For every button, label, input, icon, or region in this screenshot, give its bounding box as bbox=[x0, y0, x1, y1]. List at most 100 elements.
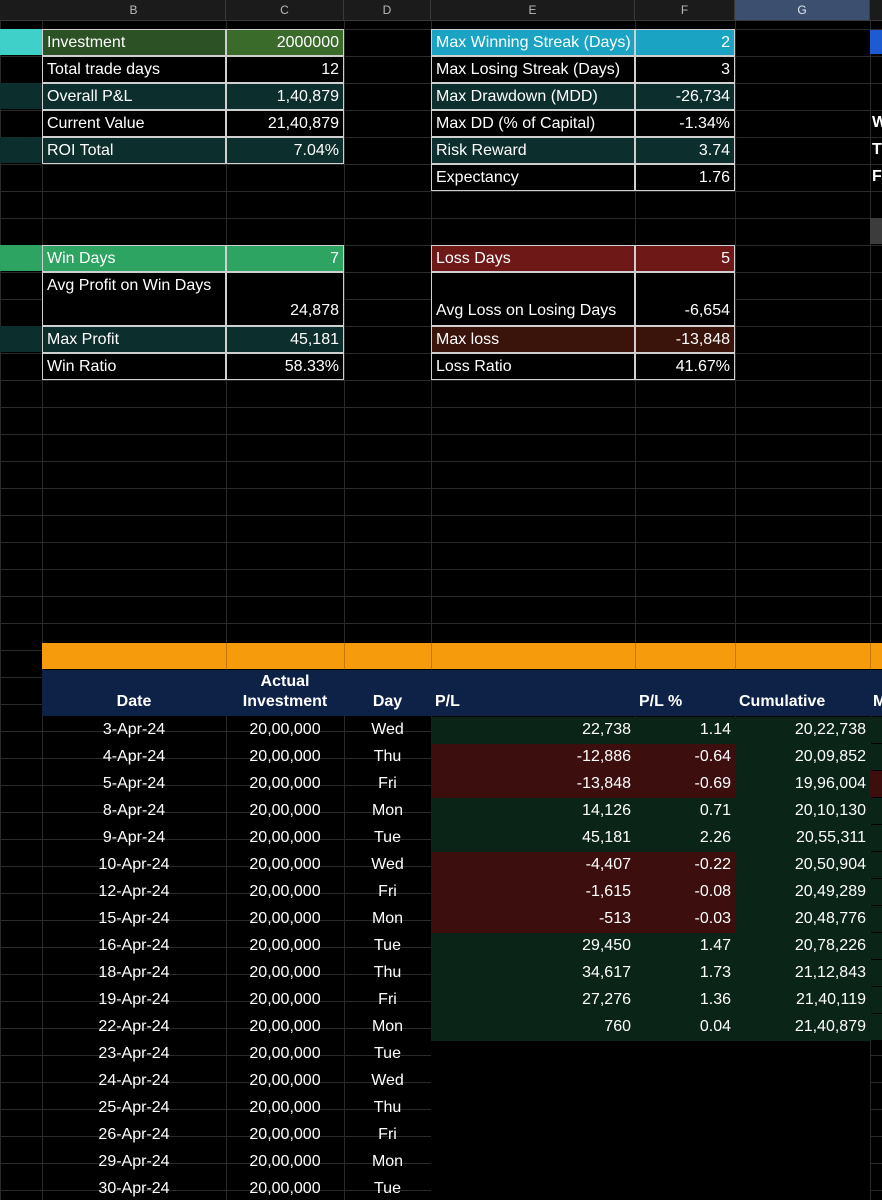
table-cell-pl[interactable]: -1,615 bbox=[431, 879, 635, 906]
next-column-letter[interactable]: T bbox=[872, 141, 882, 158]
table-cell-cumulative[interactable]: 20,78,226 bbox=[735, 933, 870, 960]
column-header-g[interactable]: G bbox=[735, 0, 870, 20]
table-cell-pl-pct[interactable] bbox=[635, 1095, 735, 1122]
summary-label[interactable]: Max Winning Streak (Days) bbox=[431, 29, 635, 56]
table-cell-date[interactable]: 18-Apr-24 bbox=[98, 964, 170, 981]
table-cell-day[interactable]: Tue bbox=[374, 1045, 401, 1062]
summary-value[interactable]: 12 bbox=[226, 56, 344, 83]
table-cell-day[interactable]: Wed bbox=[371, 721, 404, 738]
column-header-c[interactable]: C bbox=[226, 0, 344, 20]
table-cell-pl[interactable] bbox=[431, 1149, 635, 1176]
table-cell-day[interactable]: Mon bbox=[371, 802, 404, 819]
summary-label[interactable]: Expectancy bbox=[431, 164, 635, 191]
table-cell-cumulative[interactable]: 20,49,289 bbox=[735, 879, 870, 906]
table-cell-cumulative[interactable]: 20,09,852 bbox=[735, 744, 870, 771]
summary-value[interactable]: 3.74 bbox=[635, 137, 735, 164]
table-cell-cumulative[interactable] bbox=[735, 1041, 870, 1068]
next-column-letter[interactable]: F bbox=[872, 168, 882, 185]
table-header-pl[interactable]: P/L bbox=[431, 670, 635, 716]
table-cell-investment[interactable]: 20,00,000 bbox=[249, 1018, 321, 1035]
table-cell-cumulative[interactable]: 21,40,119 bbox=[735, 987, 870, 1014]
table-cell-investment[interactable]: 20,00,000 bbox=[249, 829, 321, 846]
table-cell-cumulative[interactable] bbox=[735, 1068, 870, 1095]
table-cell-investment[interactable]: 20,00,000 bbox=[249, 856, 321, 873]
table-cell-investment[interactable]: 20,00,000 bbox=[249, 991, 321, 1008]
table-cell-day[interactable]: Fri bbox=[378, 883, 397, 900]
table-cell-day[interactable]: Mon bbox=[371, 910, 404, 927]
table-cell-pl[interactable]: 29,450 bbox=[431, 933, 635, 960]
table-cell-pl[interactable]: -513 bbox=[431, 906, 635, 933]
table-cell-investment[interactable]: 20,00,000 bbox=[249, 964, 321, 981]
table-header-cumulative[interactable]: Cumulative bbox=[735, 670, 870, 716]
summary-value[interactable]: 2 bbox=[635, 29, 735, 56]
next-column-letter[interactable]: W bbox=[872, 114, 882, 131]
table-header-day[interactable]: Day bbox=[344, 670, 431, 716]
table-cell-investment[interactable]: 20,00,000 bbox=[249, 1126, 321, 1143]
table-cell-cumulative[interactable] bbox=[735, 1149, 870, 1176]
table-cell-pl[interactable] bbox=[431, 1041, 635, 1068]
table-cell-pl[interactable] bbox=[431, 1095, 635, 1122]
table-cell-investment[interactable]: 20,00,000 bbox=[249, 775, 321, 792]
table-cell-pl-pct[interactable] bbox=[635, 1041, 735, 1068]
table-cell-date[interactable]: 9-Apr-24 bbox=[102, 829, 166, 846]
table-cell-investment[interactable]: 20,00,000 bbox=[249, 1153, 321, 1170]
table-cell-date[interactable]: 22-Apr-24 bbox=[98, 1018, 170, 1035]
table-cell-pl-pct[interactable] bbox=[635, 1068, 735, 1095]
loss-label[interactable]: Max loss bbox=[431, 326, 635, 353]
table-cell-date[interactable]: 10-Apr-24 bbox=[98, 856, 170, 873]
table-cell-day[interactable]: Mon bbox=[371, 1153, 404, 1170]
table-cell-cumulative[interactable]: 20,48,776 bbox=[735, 906, 870, 933]
table-cell-pl-pct[interactable]: 1.73 bbox=[635, 960, 735, 987]
loss-label[interactable]: Avg Loss on Losing Days bbox=[431, 272, 635, 326]
win-value[interactable]: 24,878 bbox=[226, 272, 344, 326]
summary-label[interactable]: Risk Reward bbox=[431, 137, 635, 164]
table-cell-pl-pct[interactable]: -0.64 bbox=[635, 744, 735, 771]
table-cell-cumulative[interactable] bbox=[735, 1095, 870, 1122]
table-cell-pl[interactable]: 14,126 bbox=[431, 798, 635, 825]
win-label[interactable]: Win Days bbox=[42, 245, 226, 272]
table-cell-investment[interactable]: 20,00,000 bbox=[249, 910, 321, 927]
win-label[interactable]: Win Ratio bbox=[42, 353, 226, 380]
table-cell-date[interactable]: 16-Apr-24 bbox=[98, 937, 170, 954]
summary-value[interactable]: 7.04% bbox=[226, 137, 344, 164]
win-value[interactable]: 58.33% bbox=[226, 353, 344, 380]
table-cell-date[interactable]: 24-Apr-24 bbox=[98, 1072, 170, 1089]
win-label[interactable]: Max Profit bbox=[42, 326, 226, 353]
table-cell-cumulative[interactable] bbox=[735, 1176, 870, 1200]
table-cell-pl-pct[interactable]: 1.36 bbox=[635, 987, 735, 1014]
loss-value[interactable]: 41.67% bbox=[635, 353, 735, 380]
table-cell-pl[interactable]: -13,848 bbox=[431, 771, 635, 798]
loss-label[interactable]: Loss Days bbox=[431, 245, 635, 272]
table-cell-pl-pct[interactable]: 2.26 bbox=[635, 825, 735, 852]
table-cell-day[interactable]: Thu bbox=[373, 748, 402, 765]
table-cell-date[interactable]: 29-Apr-24 bbox=[98, 1153, 170, 1170]
table-cell-pl[interactable]: 760 bbox=[431, 1014, 635, 1041]
table-cell-day[interactable]: Fri bbox=[378, 1126, 397, 1143]
summary-value[interactable]: 2000000 bbox=[226, 29, 344, 56]
table-cell-day[interactable]: Thu bbox=[373, 1099, 402, 1116]
table-header-next[interactable]: M bbox=[870, 670, 882, 716]
table-cell-pl-pct[interactable] bbox=[635, 1149, 735, 1176]
table-cell-cumulative[interactable]: 21,40,879 bbox=[735, 1014, 870, 1041]
table-cell-cumulative[interactable]: 20,10,130 bbox=[735, 798, 870, 825]
table-cell-date[interactable]: 19-Apr-24 bbox=[98, 991, 170, 1008]
summary-label[interactable]: Max DD (% of Capital) bbox=[431, 110, 635, 137]
table-cell-pl-pct[interactable]: -0.69 bbox=[635, 771, 735, 798]
table-cell-pl-pct[interactable]: -0.08 bbox=[635, 879, 735, 906]
table-cell-date[interactable]: 30-Apr-24 bbox=[98, 1180, 170, 1197]
table-cell-investment[interactable]: 20,00,000 bbox=[249, 721, 321, 738]
summary-value[interactable]: -26,734 bbox=[635, 83, 735, 110]
table-cell-pl-pct[interactable]: 0.04 bbox=[635, 1014, 735, 1041]
table-cell-date[interactable]: 5-Apr-24 bbox=[102, 775, 166, 792]
table-cell-date[interactable]: 8-Apr-24 bbox=[102, 802, 166, 819]
table-cell-day[interactable]: Thu bbox=[373, 964, 402, 981]
column-header-e[interactable]: E bbox=[431, 0, 635, 20]
table-cell-pl-pct[interactable]: -0.22 bbox=[635, 852, 735, 879]
table-cell-pl[interactable]: 45,181 bbox=[431, 825, 635, 852]
table-cell-pl-pct[interactable]: 1.47 bbox=[635, 933, 735, 960]
table-cell-date[interactable]: 25-Apr-24 bbox=[98, 1099, 170, 1116]
summary-label[interactable]: Current Value bbox=[42, 110, 226, 137]
table-cell-investment[interactable]: 20,00,000 bbox=[249, 1099, 321, 1116]
table-header-date[interactable]: Date bbox=[42, 670, 226, 716]
column-header-f[interactable]: F bbox=[635, 0, 735, 20]
